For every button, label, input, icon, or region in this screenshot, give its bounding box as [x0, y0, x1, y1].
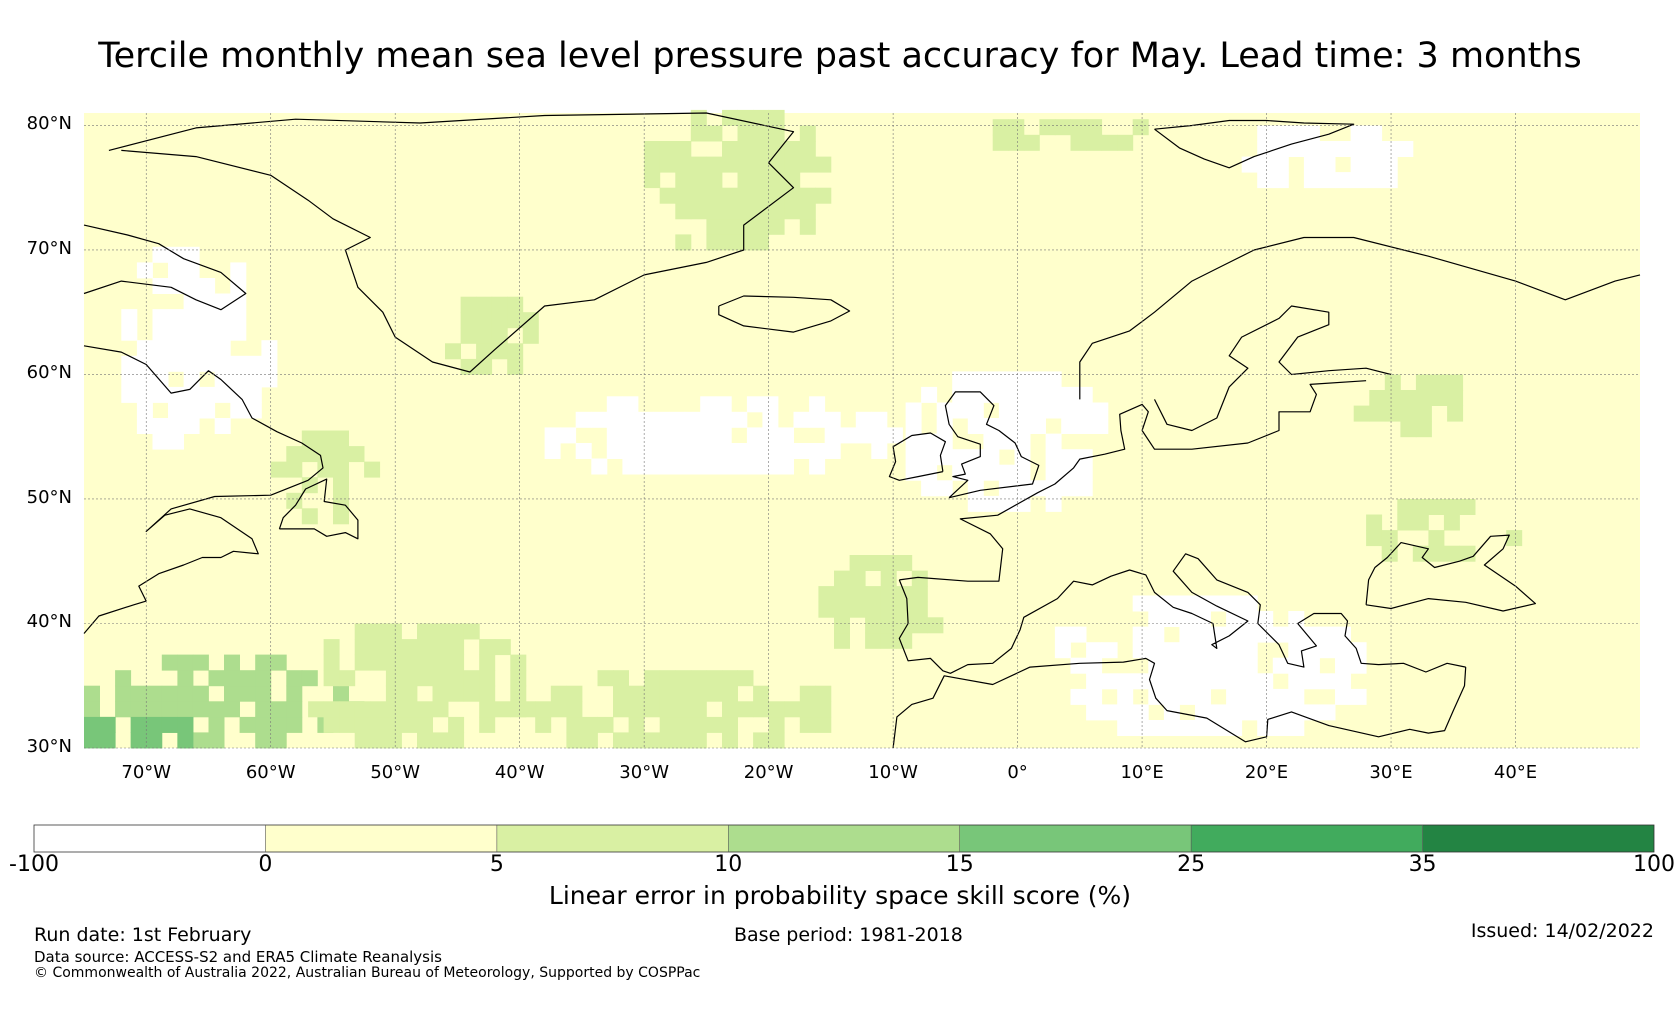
- latitude-label: 80°N: [26, 113, 72, 135]
- coastline-layer: [83, 112, 1641, 749]
- colorbar-bin: [959, 825, 1192, 852]
- graticule-layer: [84, 113, 1640, 749]
- baffin-coast: [83, 224, 247, 311]
- colorbar-bin: [34, 825, 266, 852]
- colorbar-bin: [1422, 825, 1654, 852]
- skill-region: [992, 119, 1149, 151]
- sweden-finland-coast: [1153, 305, 1392, 432]
- skill-region: [519, 670, 832, 749]
- copyright: © Commonwealth of Australia 2022, Austra…: [34, 965, 701, 981]
- latitude-label: 30°N: [26, 736, 72, 757]
- colorbar-tick: 25: [1177, 852, 1206, 877]
- scandinavia-coast: [1079, 236, 1641, 400]
- iberia-coast: [898, 553, 1466, 674]
- skill-region: [544, 396, 903, 475]
- longitude-label: 10°W: [868, 762, 918, 783]
- longitude-label: 10°E: [1120, 762, 1164, 783]
- colorbar-tick: 10: [714, 852, 743, 877]
- black-sea-coast: [1365, 534, 1536, 612]
- skill-region: [905, 371, 1109, 512]
- colorbar-label: Linear error in probability space skill …: [548, 881, 1132, 910]
- longitude-label: 70°W: [121, 762, 172, 783]
- colorbar-bin: [496, 825, 729, 852]
- latitude-label: 50°N: [26, 486, 72, 508]
- longitude-label: 30°W: [619, 762, 669, 783]
- longitude-label: 60°W: [245, 762, 296, 783]
- longitude-label: 40°W: [494, 762, 545, 783]
- svalbard-coast: [1154, 119, 1355, 169]
- colorbar-bin: [1191, 825, 1423, 852]
- skill-region: [1353, 374, 1464, 438]
- colorbar-bin: [265, 825, 497, 852]
- newfoundland-coast: [278, 478, 359, 540]
- colorbar-tick: 15: [945, 852, 974, 877]
- skill-region: [445, 296, 539, 375]
- skill-fill-layer: [84, 109, 1640, 749]
- data-source: Data source: ACCESS-S2 and ERA5 Climate …: [34, 948, 442, 966]
- colorbar-tick: 35: [1408, 852, 1437, 877]
- base-period: Base period: 1981-2018: [734, 924, 963, 946]
- north-america-coast: [83, 345, 324, 634]
- colorbar-tick: 5: [489, 852, 504, 877]
- skill-region: [308, 623, 527, 749]
- colorbar-tick: -100: [9, 852, 59, 877]
- colorbar-frame: [33, 824, 1655, 853]
- longitude-label: 0°: [1007, 762, 1028, 783]
- chart-title: Tercile monthly mean sea level pressure …: [98, 36, 1582, 76]
- latitude-label: 40°N: [26, 611, 72, 633]
- skill-region: [270, 430, 381, 525]
- run-date: Run date: 1st February: [34, 924, 252, 946]
- colorbar-bin: [728, 825, 960, 852]
- colorbar-tick: 100: [1633, 852, 1675, 877]
- longitude-label: 40°E: [1493, 762, 1538, 783]
- africa-coast: [892, 657, 1467, 749]
- greenland-coast: [108, 112, 795, 373]
- longitude-label: 20°E: [1244, 762, 1289, 783]
- europe-west-coast: [899, 380, 1367, 582]
- skill-region: [84, 716, 194, 749]
- longitude-label: 50°W: [370, 762, 421, 783]
- latitude-label: 70°N: [26, 237, 72, 259]
- british-isles-coast: [944, 391, 1040, 499]
- colorbar-tick: 0: [258, 852, 273, 877]
- issued-date: Issued: 14/02/2022: [1470, 920, 1654, 942]
- skill-region: [818, 555, 944, 649]
- longitude-label: 20°W: [743, 762, 794, 783]
- longitude-label: 30°E: [1369, 762, 1413, 783]
- skill-region: [1366, 499, 1523, 562]
- iceland-coast: [718, 295, 851, 333]
- skill-region: [644, 109, 832, 251]
- latitude-label: 60°N: [26, 362, 72, 384]
